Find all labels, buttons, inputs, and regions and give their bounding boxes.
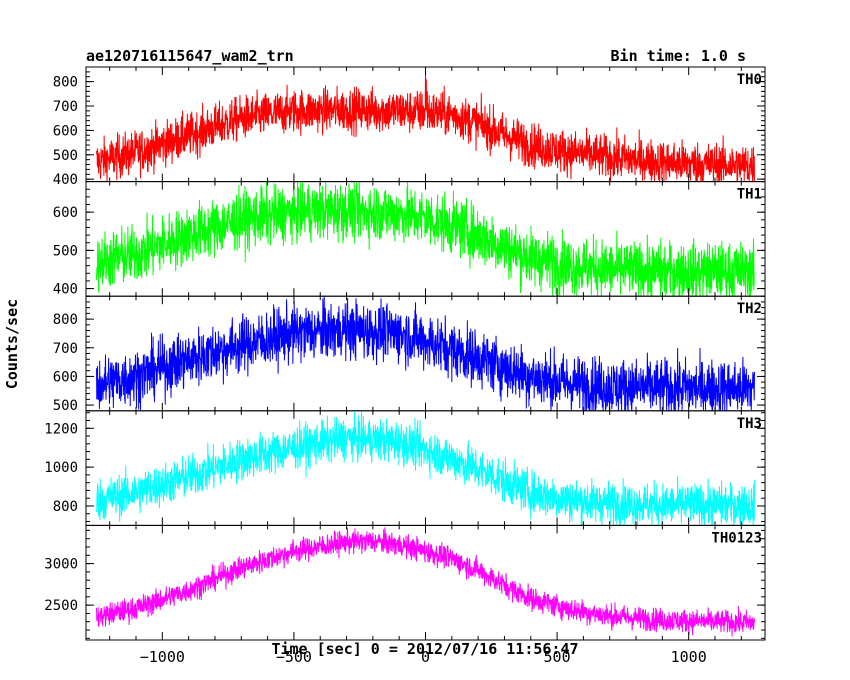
y-tick-label: 600 <box>53 369 78 385</box>
panel-label: TH1 <box>737 187 762 203</box>
panels-group: 400 500 600 700 800 TH0 400 500 600 TH1 500 600 700 8… <box>44 66 766 641</box>
panel-label: TH3 <box>737 416 762 432</box>
series-line-th0123 <box>96 527 755 637</box>
y-tick-label: 500 <box>53 243 78 259</box>
series-line-th2 <box>96 296 755 412</box>
series-line-th3 <box>96 410 755 526</box>
series-line-th1 <box>96 181 755 297</box>
y-tick-label: 800 <box>53 75 78 91</box>
panel-th0: 400 500 600 700 800 TH0 <box>53 66 766 188</box>
y-tick-label: 3000 <box>44 557 78 573</box>
x-tick-label: −1000 <box>140 648 185 666</box>
panel-th0123: 2500 3000 TH0123 <box>44 524 766 641</box>
x-tick-label: −500 <box>276 648 312 666</box>
bin-time-label: Bin time: 1.0 s <box>611 47 746 65</box>
x-tick-labels: −1000 −500 0 500 1000 <box>140 648 707 666</box>
y-tick-label: 1200 <box>44 421 78 437</box>
y-tick-label: 2500 <box>44 598 78 614</box>
x-tick-label: 0 <box>421 648 430 666</box>
y-tick-label: 800 <box>53 312 78 328</box>
chart-title: ae120716115647_wam2_trn <box>86 47 294 65</box>
y-tick-label: 800 <box>53 499 78 515</box>
panel-label: TH2 <box>737 301 762 317</box>
x-tick-label: 500 <box>544 648 571 666</box>
y-tick-label: 400 <box>53 172 78 188</box>
x-axis-label: Time [sec] 0 = 2012/07/16 11:56:47 <box>271 640 578 658</box>
x-tick-label: 1000 <box>671 648 707 666</box>
y-tick-label: 700 <box>53 341 78 357</box>
y-tick-label: 600 <box>53 123 78 139</box>
y-tick-label: 500 <box>53 398 78 414</box>
panel-th1: 400 500 600 TH1 <box>53 181 766 298</box>
panel-th3: 800 1000 1200 TH3 <box>44 410 766 526</box>
y-tick-label: 500 <box>53 148 78 164</box>
panel-label: TH0 <box>737 72 762 88</box>
panel-label: TH0123 <box>711 530 762 546</box>
y-tick-label: 1000 <box>44 460 78 476</box>
y-tick-label: 700 <box>53 99 78 115</box>
series-line-th0 <box>96 69 755 183</box>
y-tick-label: 600 <box>53 205 78 221</box>
y-axis-label: Counts/sec <box>3 299 21 389</box>
panel-th2: 500 600 700 800 TH2 <box>53 295 766 414</box>
y-tick-label: 400 <box>53 282 78 298</box>
